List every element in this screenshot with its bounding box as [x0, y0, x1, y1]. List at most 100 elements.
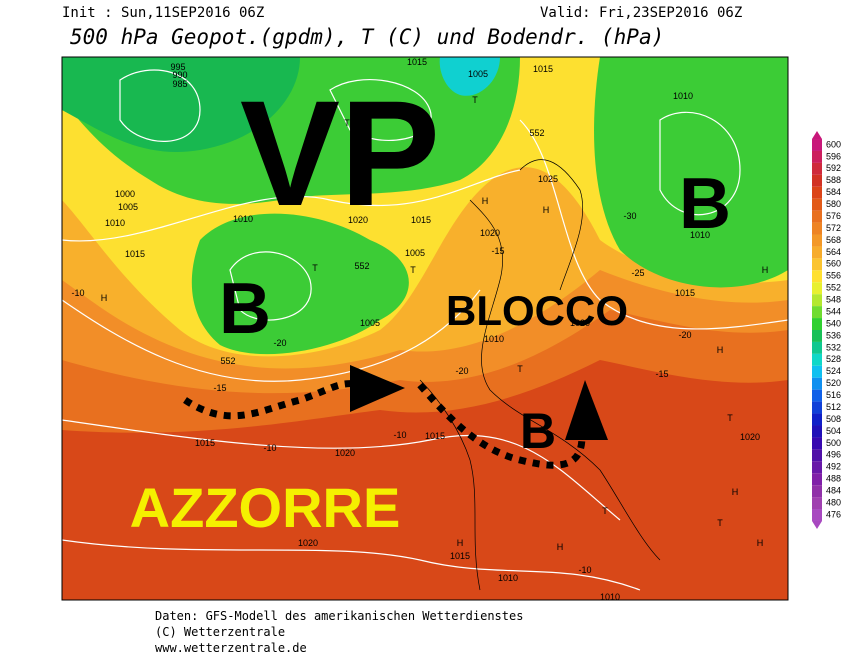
map-label: -10: [71, 288, 84, 298]
map-label: 1010: [600, 592, 620, 602]
map-label: 1020: [570, 318, 590, 328]
map-label: 552: [220, 356, 235, 366]
colorbar-swatch: [812, 413, 822, 426]
map-label: 552: [529, 128, 544, 138]
colorbar-swatch: [812, 210, 822, 223]
map-label: 1015: [425, 431, 445, 441]
colorbar-swatch: [812, 139, 822, 151]
map-label: H: [101, 293, 108, 303]
colorbar-label: 492: [826, 462, 841, 472]
map-label: T: [472, 95, 478, 105]
map-label: T: [717, 518, 723, 528]
map-label: H: [732, 487, 739, 497]
colorbar-label: 508: [826, 414, 841, 424]
colorbar-swatch: [812, 162, 822, 175]
colorbar-swatch: [812, 365, 822, 378]
colorbar-label: 484: [826, 486, 841, 496]
isolines: [62, 69, 788, 591]
colorbar-label: 580: [826, 199, 841, 209]
colorbar-label: 552: [826, 283, 841, 293]
colorbar-swatch: [812, 497, 822, 510]
map-annotation: VP: [240, 69, 440, 237]
map-label: -15: [213, 383, 226, 393]
colorbar-label: 532: [826, 342, 841, 352]
map-label: T: [410, 265, 416, 275]
map-label: 1005: [468, 69, 488, 79]
colorbar-label: 556: [826, 271, 841, 281]
map-label: H: [543, 205, 550, 215]
map-label: 1015: [533, 64, 553, 74]
map-label: 1015: [450, 551, 470, 561]
map-label: H: [482, 196, 489, 206]
colorbar-cap: [812, 131, 822, 140]
map-label: T: [344, 118, 350, 128]
colorbar-swatch: [812, 353, 822, 366]
colorbar-swatch: [812, 198, 822, 211]
colorbar-label: 512: [826, 402, 841, 412]
colorbar-label: 560: [826, 259, 841, 269]
valid-time: Valid: Fri,23SEP2016 06Z: [540, 5, 742, 21]
map-frame: [61, 56, 789, 601]
colorbar-label: 476: [826, 509, 841, 519]
map-label: 1005: [405, 248, 425, 258]
colorbar-swatch: [812, 258, 822, 271]
map-label: 1020: [740, 432, 760, 442]
colorbar-swatch: [812, 401, 822, 414]
colorbar-label: 576: [826, 211, 841, 221]
map-label: 1015: [675, 288, 695, 298]
colorbar-label: 572: [826, 223, 841, 233]
colorbar-label: 548: [826, 295, 841, 305]
map-label: 1020: [480, 228, 500, 238]
colorbar-swatch: [812, 509, 822, 521]
map-label: 1010: [105, 218, 125, 228]
map-label: 1015: [411, 215, 431, 225]
colorbar-label: 500: [826, 438, 841, 448]
map-annotation: BLOCCO: [446, 287, 628, 334]
colorbar-label: 544: [826, 306, 841, 316]
colorbar-swatch: [812, 174, 822, 187]
map-label: -10: [393, 430, 406, 440]
map-label: 1015: [407, 57, 427, 67]
colorbar-swatch: [812, 341, 822, 354]
footer-line: (C) Wetterzentrale: [155, 625, 285, 639]
map-label: T: [312, 263, 318, 273]
map-label: 1005: [360, 318, 380, 328]
colorbar-label: 524: [826, 366, 841, 376]
map-annotation: B: [679, 164, 731, 244]
map-label: -30: [623, 211, 636, 221]
colorbar-swatch: [812, 150, 822, 163]
colorbar-swatch: [812, 437, 822, 450]
colorbar-label: 496: [826, 450, 841, 460]
map-label: 1010: [690, 230, 710, 240]
map-label: -15: [491, 246, 504, 256]
flow-arrow: [183, 380, 586, 469]
colorbar-swatch: [812, 425, 822, 438]
coastlines: [419, 159, 661, 591]
map-label: 1010: [233, 214, 253, 224]
map-label: -10: [578, 565, 591, 575]
map-label: 1010: [484, 334, 504, 344]
map-label: 990: [172, 70, 187, 80]
colorbar-swatch: [812, 234, 822, 247]
map-label: 995: [170, 62, 185, 72]
cold-zone: [594, 57, 788, 288]
colorbar-swatch: [812, 485, 822, 498]
colorbar-swatch: [812, 449, 822, 462]
map-annotation: B: [219, 269, 271, 349]
map-label: T: [727, 413, 733, 423]
colorbar-swatch: [812, 222, 822, 235]
colorbar-swatch: [812, 389, 822, 402]
colorbar-swatch: [812, 318, 822, 330]
colorbar-cap: [812, 520, 822, 529]
colorbar-swatch: [812, 186, 822, 199]
map-label: 1015: [125, 249, 145, 259]
colorbar-swatch: [812, 330, 822, 342]
map-label: 1020: [335, 448, 355, 458]
map-label: 1025: [538, 174, 558, 184]
colorbar-label: 488: [826, 474, 841, 484]
footer-line: www.wetterzentrale.de: [155, 641, 307, 655]
map-label: 985: [172, 79, 187, 89]
colorbar-label: 568: [826, 235, 841, 245]
map-label: T: [602, 506, 608, 516]
colorbar-swatch: [812, 270, 822, 283]
